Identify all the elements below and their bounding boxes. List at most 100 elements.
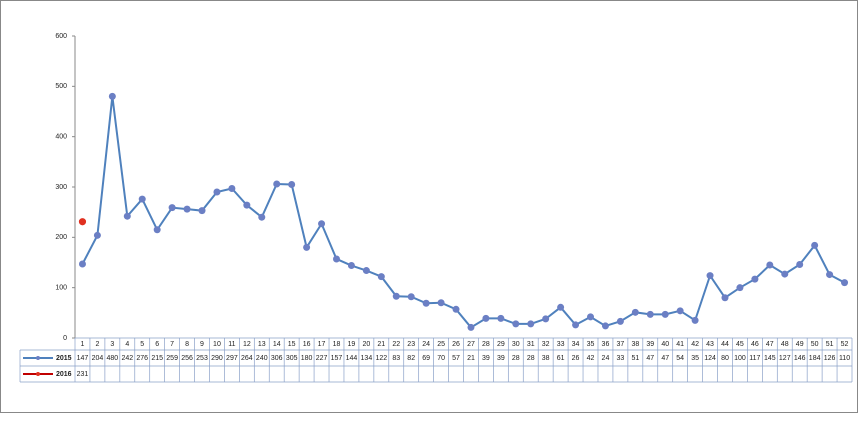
- data-point: [123, 212, 131, 220]
- data-point: [706, 272, 714, 280]
- x-tick-label: 40: [661, 341, 669, 348]
- data-point: [347, 262, 355, 270]
- table-value: 61: [557, 355, 565, 362]
- data-point: [78, 217, 87, 227]
- data-point: [601, 322, 609, 330]
- x-tick-label: 29: [497, 341, 505, 348]
- x-tick-label: 2: [95, 341, 99, 348]
- table-value: 144: [346, 355, 358, 362]
- table-value: 122: [375, 355, 387, 362]
- table-value: 21: [467, 355, 475, 362]
- data-point: [183, 205, 191, 213]
- table-value: 39: [497, 355, 505, 362]
- y-tick-label: 500: [55, 83, 67, 90]
- x-tick-label: 44: [721, 341, 729, 348]
- table-value: 28: [512, 355, 520, 362]
- x-tick-label: 36: [602, 341, 610, 348]
- table-value: 26: [572, 355, 580, 362]
- x-tick-label: 8: [185, 341, 189, 348]
- data-point: [482, 314, 490, 322]
- chart-frame: [0, 0, 858, 413]
- data-point: [691, 316, 699, 324]
- table-value: 110: [839, 355, 850, 362]
- x-tick-label: 33: [557, 341, 565, 348]
- x-tick-label: 28: [482, 341, 490, 348]
- series-line: [81, 96, 846, 329]
- data-point: [153, 226, 161, 234]
- table-value: 297: [226, 355, 238, 362]
- data-point: [213, 188, 221, 196]
- data-point: [751, 275, 759, 283]
- x-tick-label: 14: [273, 341, 281, 348]
- table-value: 28: [527, 355, 535, 362]
- table-value: 227: [316, 355, 328, 362]
- table-value: 69: [422, 355, 430, 362]
- data-point: [646, 310, 654, 318]
- data-point: [766, 261, 774, 269]
- x-tick-label: 49: [796, 341, 804, 348]
- x-tick-label: 13: [258, 341, 266, 348]
- table-value: 80: [721, 355, 729, 362]
- x-tick-label: 47: [766, 341, 774, 348]
- table-value: 256: [181, 355, 193, 362]
- x-tick-label: 45: [736, 341, 744, 348]
- data-point: [631, 308, 639, 316]
- data-point: [422, 299, 430, 307]
- table-value: 124: [704, 355, 716, 362]
- table-value: 204: [92, 355, 104, 362]
- data-point: [362, 267, 370, 275]
- legend-label: 2016: [56, 371, 72, 378]
- table-value: 127: [779, 355, 791, 362]
- x-tick-label: 31: [527, 341, 535, 348]
- table-value: 47: [661, 355, 669, 362]
- x-tick-label: 38: [631, 341, 639, 348]
- table-value: 39: [482, 355, 490, 362]
- data-point: [93, 231, 101, 239]
- data-point: [377, 273, 385, 281]
- data-point: [512, 320, 520, 328]
- data-point: [826, 271, 834, 279]
- data-point: [273, 180, 281, 188]
- x-tick-label: 3: [110, 341, 114, 348]
- x-tick-label: 41: [676, 341, 684, 348]
- x-tick-label: 11: [228, 341, 235, 348]
- table-value: 57: [452, 355, 460, 362]
- y-tick-label: 0: [63, 335, 67, 342]
- table-value: 290: [211, 355, 223, 362]
- x-tick-label: 6: [155, 341, 159, 348]
- table-value: 38: [542, 355, 550, 362]
- data-point: [781, 270, 789, 278]
- table-value: 82: [407, 355, 415, 362]
- x-tick-label: 7: [170, 341, 174, 348]
- table-value: 480: [107, 355, 119, 362]
- table-value: 180: [301, 355, 313, 362]
- table-value: 242: [121, 355, 133, 362]
- table-value: 47: [646, 355, 654, 362]
- table-value: 134: [361, 355, 373, 362]
- x-tick-label: 50: [811, 341, 819, 348]
- table-value: 147: [77, 355, 89, 362]
- x-tick-label: 46: [751, 341, 759, 348]
- data-point: [572, 321, 580, 329]
- data-point: [288, 180, 296, 188]
- table-value: 306: [271, 355, 283, 362]
- data-point: [542, 315, 550, 323]
- data-point: [452, 305, 460, 313]
- x-tick-label: 23: [407, 341, 415, 348]
- x-tick-label: 18: [333, 341, 341, 348]
- y-tick-label: 400: [55, 134, 67, 141]
- table-value: 51: [631, 355, 639, 362]
- data-point: [138, 195, 146, 203]
- table-value: 253: [196, 355, 208, 362]
- table-value: 146: [794, 355, 806, 362]
- data-point: [661, 310, 669, 318]
- x-tick-label: 27: [467, 341, 475, 348]
- table-value: 100: [734, 355, 746, 362]
- x-tick-label: 4: [125, 341, 129, 348]
- x-tick-label: 17: [318, 341, 326, 348]
- x-tick-label: 9: [200, 341, 204, 348]
- data-point: [811, 241, 819, 249]
- x-tick-label: 37: [616, 341, 624, 348]
- x-tick-label: 1: [81, 341, 85, 348]
